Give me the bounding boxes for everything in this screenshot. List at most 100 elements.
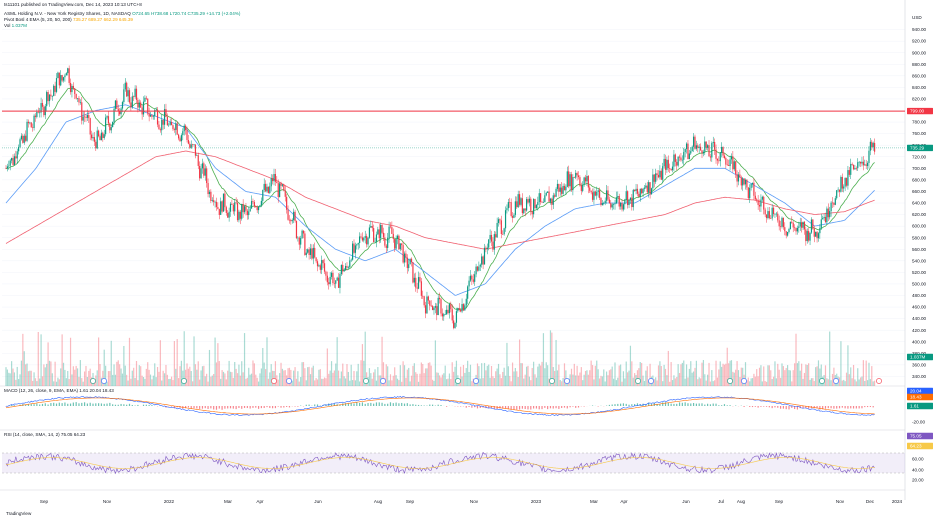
event-marker[interactable] <box>648 378 654 384</box>
volume-bar <box>817 360 820 386</box>
volume-bar <box>819 368 821 386</box>
event-marker[interactable] <box>549 378 555 384</box>
candle-body <box>540 193 542 202</box>
macd-histogram-bar <box>757 406 759 408</box>
candle-body <box>92 137 94 139</box>
volume-bar <box>309 374 312 386</box>
macd-histogram-bar <box>280 406 282 408</box>
event-marker[interactable] <box>833 378 839 384</box>
volume-bar <box>628 370 630 386</box>
event-marker[interactable] <box>90 378 96 384</box>
volume-bar <box>614 362 616 386</box>
volume-bar <box>598 378 601 386</box>
volume-bar <box>78 376 80 386</box>
event-marker[interactable] <box>635 378 641 384</box>
candle-body <box>655 173 657 182</box>
candle-body <box>186 130 188 140</box>
volume-bar <box>234 361 236 386</box>
candle-body <box>481 256 483 265</box>
event-marker[interactable] <box>271 378 277 384</box>
volume-bar <box>662 381 664 386</box>
volume-bar <box>742 367 744 386</box>
volume-bar <box>479 378 481 386</box>
volume-bar <box>714 380 716 386</box>
macd-histogram-bar <box>460 406 462 407</box>
candle-body <box>639 188 641 198</box>
volume-bar <box>552 367 554 386</box>
event-markers[interactable] <box>90 378 882 384</box>
candle-body <box>13 156 16 165</box>
candle-body <box>274 174 277 182</box>
resistance-tag: 799.00 <box>910 109 924 114</box>
candle-body <box>489 234 491 240</box>
time-tick-label: Sep <box>775 499 784 504</box>
candle-body <box>207 183 209 195</box>
volume-bar <box>589 370 591 386</box>
volume-bar <box>855 381 857 386</box>
event-marker[interactable] <box>741 378 747 384</box>
volume-bar <box>295 378 298 386</box>
candle-body <box>458 308 460 311</box>
event-marker[interactable] <box>181 378 187 384</box>
event-marker[interactable] <box>286 378 292 384</box>
volume-bar <box>22 333 24 386</box>
event-marker[interactable] <box>564 378 570 384</box>
candle-body <box>852 164 855 170</box>
candle-body <box>840 176 842 192</box>
time-axis[interactable]: Sep Nov 2022 Mar Apr Jun Aug Sep Nov 2023 Mar Apr Ju… <box>40 499 903 504</box>
event-marker[interactable] <box>380 378 386 384</box>
volume-bar <box>305 380 307 386</box>
event-marker[interactable] <box>727 378 733 384</box>
macd-histogram-bar <box>476 406 479 409</box>
candle-body <box>196 155 198 156</box>
macd-histogram-bar <box>794 406 796 410</box>
price-tick-label: 880.00 <box>912 62 926 67</box>
volume-bar <box>587 374 589 386</box>
volume-bar <box>869 379 871 386</box>
candle-body <box>185 125 187 131</box>
candle-body <box>423 296 425 306</box>
event-marker[interactable] <box>455 378 461 384</box>
volume-bar <box>570 368 573 386</box>
event-marker[interactable] <box>473 378 479 384</box>
candle-body <box>607 190 609 200</box>
macd-histogram-bar <box>170 406 173 407</box>
candle-body <box>36 111 38 117</box>
volume-bar <box>535 377 538 386</box>
candle-body <box>367 237 369 245</box>
candle-body <box>817 233 820 239</box>
candle-body <box>786 231 789 236</box>
ema-legend: Pivot Bosl 4 EMA (5, 20, 50, 200) 735.27… <box>4 17 133 23</box>
volume-bar <box>335 363 337 386</box>
macd-histogram-bar <box>488 406 490 409</box>
candle-body <box>272 178 274 182</box>
event-marker[interactable] <box>363 378 369 384</box>
volume-bar <box>798 361 800 386</box>
event-marker[interactable] <box>101 378 107 384</box>
volume-bar <box>486 365 488 386</box>
candle-body <box>321 260 323 270</box>
price-axis[interactable]: 940.00920.00900.00880.00860.00840.00820.… <box>912 27 926 482</box>
candle-body <box>735 161 737 174</box>
candle-body <box>47 92 49 102</box>
candle-body <box>190 144 192 148</box>
candle-body <box>796 227 799 232</box>
macd-histogram-bar <box>344 403 347 406</box>
volume-bar <box>715 360 717 386</box>
event-marker[interactable] <box>819 378 825 384</box>
volume-bar <box>683 360 685 386</box>
volume-bar <box>719 361 721 386</box>
macd-histogram-bar <box>297 406 299 407</box>
candle-body <box>255 206 257 208</box>
candle-body <box>263 183 265 191</box>
volume-bar <box>453 371 455 386</box>
event-marker[interactable] <box>876 378 882 384</box>
volume-bar <box>771 379 773 386</box>
candle-body <box>377 229 379 235</box>
volume-bar <box>227 370 229 386</box>
candle-body <box>405 253 407 258</box>
macd-histogram-bar <box>283 406 285 408</box>
volume-bar <box>74 369 76 386</box>
macd-histogram-bar <box>131 404 133 406</box>
